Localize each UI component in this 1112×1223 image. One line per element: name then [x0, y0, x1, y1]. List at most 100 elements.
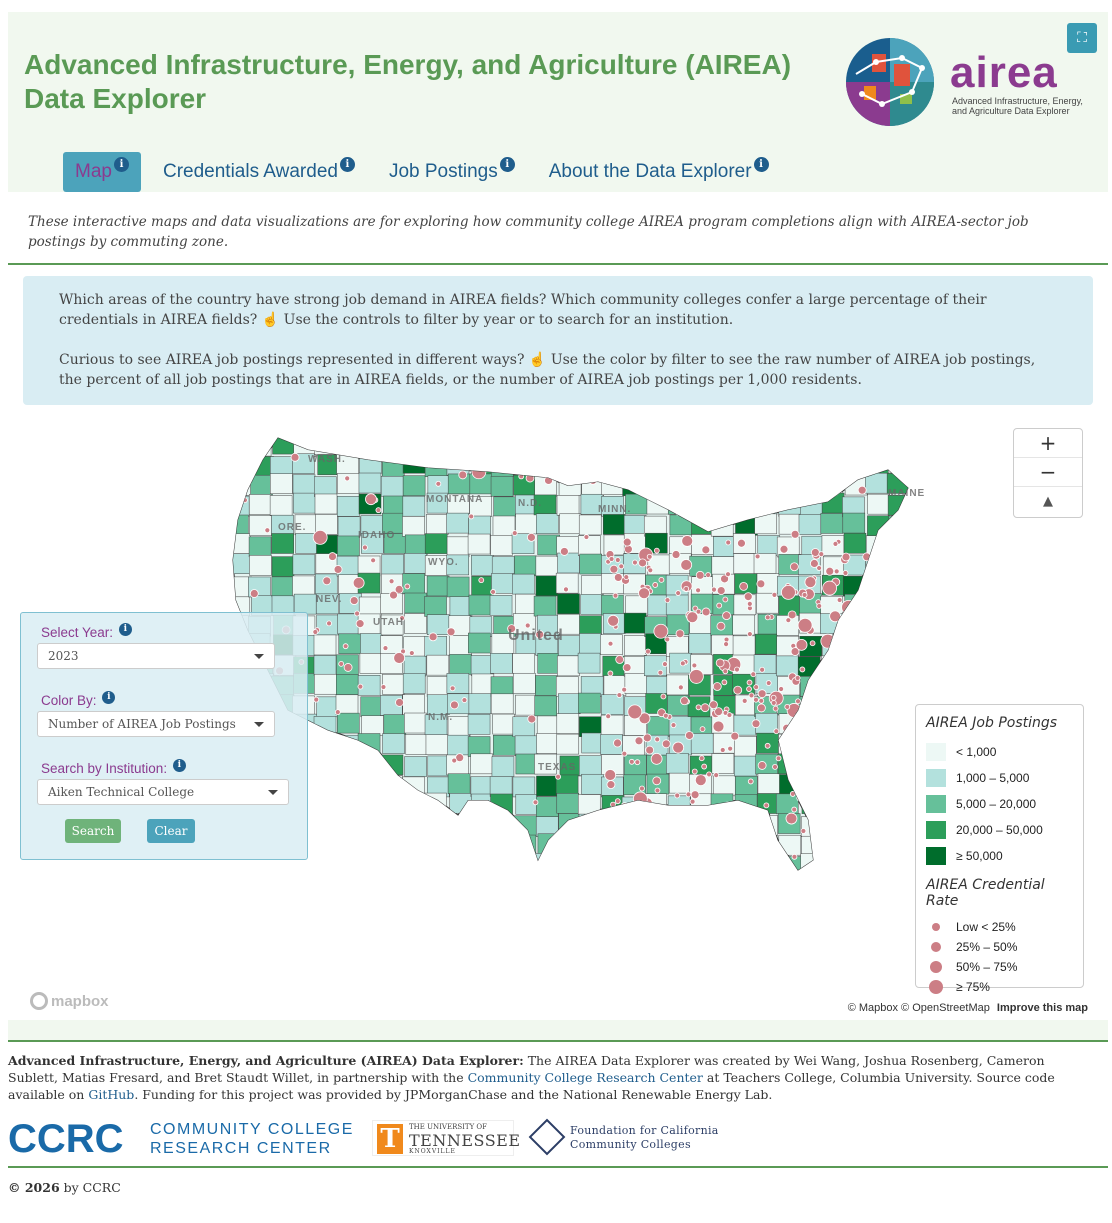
college-dot[interactable] — [818, 551, 825, 558]
commuting-zone[interactable] — [821, 454, 844, 475]
commuting-zone[interactable] — [645, 815, 668, 836]
commuting-zone[interactable] — [735, 876, 757, 896]
college-dot[interactable] — [816, 698, 829, 710]
commuting-zone[interactable] — [713, 434, 737, 454]
college-dot[interactable] — [521, 837, 530, 846]
commuting-zone[interactable] — [404, 534, 428, 556]
college-dot[interactable] — [820, 668, 832, 681]
college-dot[interactable] — [866, 695, 876, 705]
college-dot[interactable] — [679, 660, 686, 667]
commuting-zone[interactable] — [886, 756, 908, 778]
commuting-zone[interactable] — [579, 873, 601, 893]
commuting-zone[interactable] — [711, 854, 734, 874]
commuting-zone[interactable] — [556, 874, 578, 894]
college-dot[interactable] — [734, 666, 740, 673]
commuting-zone[interactable] — [534, 436, 558, 457]
college-dot[interactable] — [820, 684, 827, 691]
commuting-zone[interactable] — [887, 877, 909, 897]
commuting-zone[interactable] — [533, 595, 557, 617]
commuting-zone[interactable] — [316, 875, 338, 895]
college-dot[interactable] — [681, 829, 688, 835]
college-dot[interactable] — [805, 748, 815, 757]
college-dot[interactable] — [764, 614, 771, 621]
college-dot[interactable] — [781, 584, 796, 600]
commuting-zone[interactable] — [865, 555, 889, 576]
commuting-zone[interactable] — [470, 753, 493, 775]
commuting-zone[interactable] — [471, 555, 494, 576]
commuting-zone[interactable] — [867, 493, 890, 515]
college-dot[interactable] — [807, 738, 817, 748]
college-dot[interactable] — [675, 629, 685, 639]
commuting-zone[interactable] — [491, 456, 514, 477]
commuting-zone[interactable] — [864, 816, 888, 837]
college-dot[interactable] — [757, 703, 766, 713]
commuting-zone[interactable] — [314, 755, 338, 776]
commuting-zone[interactable] — [886, 673, 909, 694]
commuting-zone[interactable] — [865, 854, 888, 875]
college-dot[interactable] — [878, 549, 885, 556]
college-dot[interactable] — [694, 774, 707, 787]
commuting-zone[interactable] — [555, 836, 579, 857]
commuting-zone[interactable] — [778, 834, 802, 856]
improve-map-link[interactable]: Improve this map — [996, 1002, 1088, 1014]
college-dot[interactable] — [532, 799, 539, 806]
college-dot[interactable] — [757, 689, 767, 699]
commuting-zone[interactable] — [424, 792, 447, 814]
commuting-zone[interactable] — [338, 773, 362, 794]
commuting-zone[interactable] — [360, 814, 384, 835]
commuting-zone[interactable] — [647, 716, 670, 737]
commuting-zone[interactable] — [492, 515, 516, 537]
commuting-zone[interactable] — [844, 655, 867, 676]
commuting-zone[interactable] — [842, 854, 866, 875]
commuting-zone[interactable] — [886, 576, 908, 598]
commuting-zone[interactable] — [580, 594, 603, 615]
college-dot[interactable] — [326, 620, 332, 627]
commuting-zone[interactable] — [864, 694, 887, 716]
commuting-zone[interactable] — [316, 696, 339, 718]
commuting-zone[interactable] — [380, 475, 404, 497]
commuting-zone[interactable] — [624, 754, 647, 776]
commuting-zone[interactable] — [404, 712, 427, 734]
commuting-zone[interactable] — [470, 655, 494, 676]
college-dot[interactable] — [857, 485, 867, 495]
college-dot[interactable] — [494, 816, 501, 823]
commuting-zone[interactable] — [712, 876, 734, 896]
college-dot[interactable] — [254, 862, 261, 868]
college-dot[interactable] — [621, 750, 628, 757]
commuting-zone[interactable] — [710, 835, 733, 856]
college-dot[interactable] — [485, 812, 492, 819]
commuting-zone[interactable] — [733, 455, 757, 477]
commuting-zone[interactable] — [579, 615, 602, 637]
commuting-zone[interactable] — [867, 515, 890, 537]
commuting-zone[interactable] — [886, 714, 908, 735]
commuting-zone[interactable] — [383, 814, 406, 835]
commuting-zone[interactable] — [471, 853, 494, 874]
commuting-zone[interactable] — [490, 475, 514, 497]
college-dot[interactable] — [355, 619, 365, 629]
college-dot[interactable] — [677, 684, 684, 691]
commuting-zone[interactable] — [535, 575, 559, 597]
commuting-zone[interactable] — [339, 593, 362, 614]
college-dot[interactable] — [829, 763, 836, 770]
commuting-zone[interactable] — [357, 733, 381, 754]
commuting-zone[interactable] — [426, 676, 450, 697]
commuting-zone[interactable] — [337, 816, 360, 837]
commuting-zone[interactable] — [338, 633, 362, 655]
college-dot[interactable] — [843, 629, 850, 636]
commuting-zone[interactable] — [489, 595, 513, 616]
college-dot[interactable] — [614, 858, 621, 865]
commuting-zone[interactable] — [779, 875, 801, 895]
college-dot[interactable] — [563, 586, 569, 593]
college-dot[interactable] — [722, 668, 729, 675]
college-dot[interactable] — [771, 591, 778, 598]
commuting-zone[interactable] — [426, 654, 450, 676]
commuting-zone[interactable] — [380, 614, 404, 636]
college-dot[interactable] — [527, 532, 536, 542]
college-dot[interactable] — [657, 669, 664, 676]
commuting-zone[interactable] — [625, 454, 649, 476]
commuting-zone[interactable] — [556, 855, 579, 876]
commuting-zone[interactable] — [471, 793, 494, 815]
college-dot[interactable] — [468, 513, 475, 520]
commuting-zone[interactable] — [492, 436, 516, 457]
commuting-zone[interactable] — [623, 612, 647, 634]
